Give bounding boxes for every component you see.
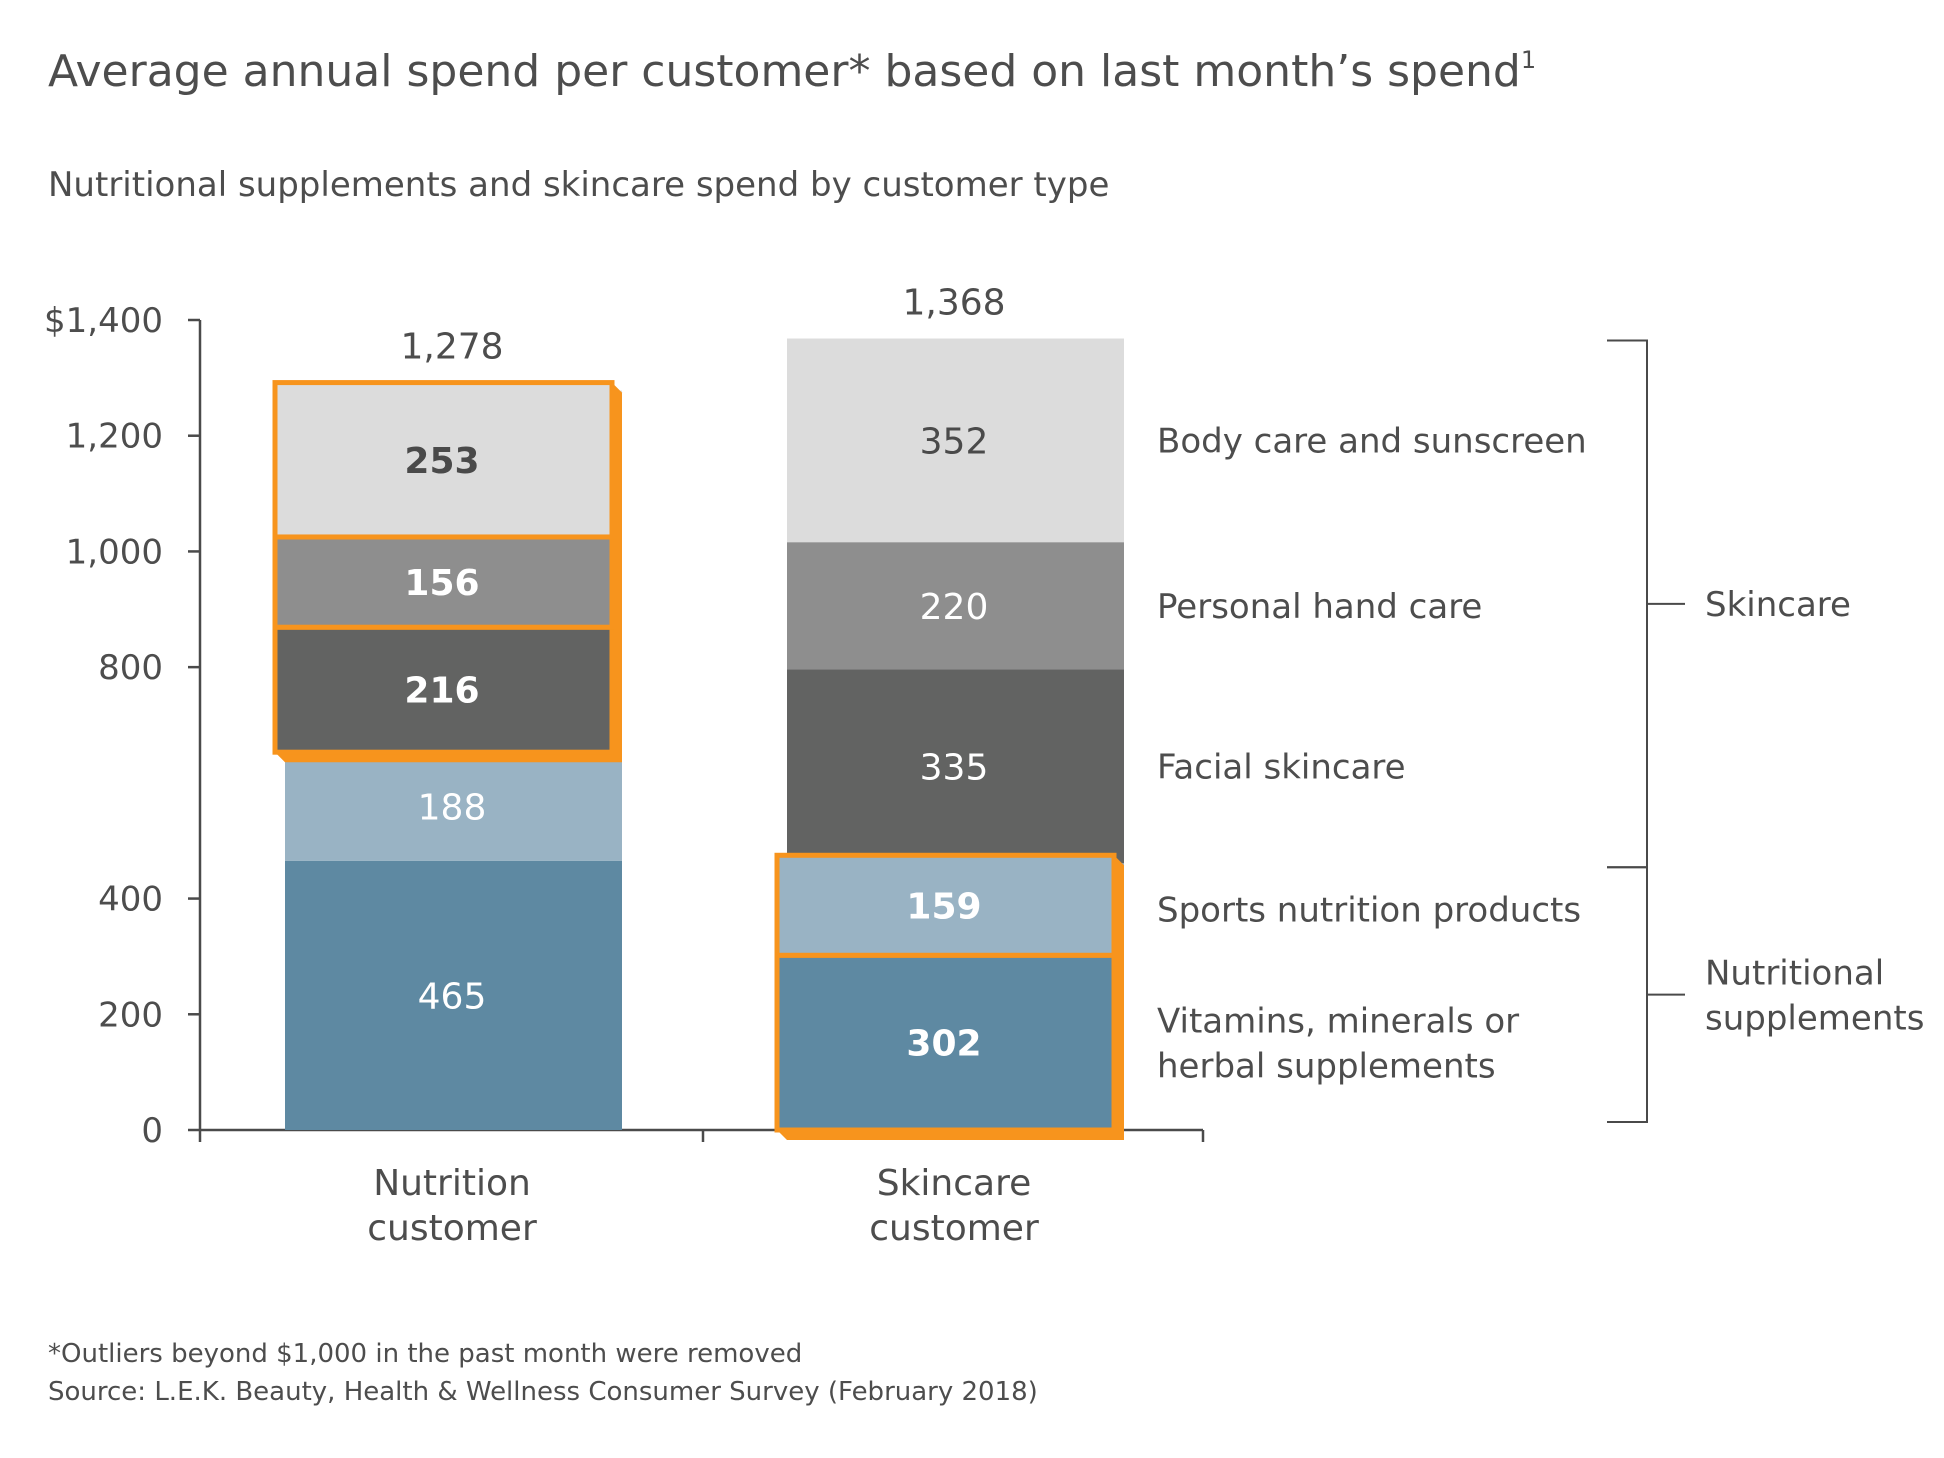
bar-value-label: 156: [404, 563, 479, 604]
bars: 465 188 216 156 253 1,278 302 159 335 220 352 1,368: [272, 283, 1124, 1140]
chart-title: Average annual spend per customer* based…: [48, 46, 1536, 97]
bar-value-label: 465: [418, 976, 487, 1017]
legend-series-label: Sports nutrition products: [1157, 890, 1581, 930]
bar-value-label: 352: [920, 421, 989, 462]
group-label: Nutritional supplements: [1705, 954, 1924, 1039]
y-tick-label: 800: [98, 648, 163, 688]
y-tick-label: 1,200: [66, 417, 163, 457]
highlighted-bar-segment: [272, 380, 615, 540]
group-label: Skincare: [1705, 585, 1851, 625]
legend-series-label: Personal hand care: [1157, 587, 1482, 627]
footnote-outliers: *Outliers beyond $1,000 in the past mont…: [48, 1339, 802, 1369]
bar-value-label: 216: [404, 671, 479, 712]
highlighted-bar-segment: [774, 852, 1117, 958]
y-tick-label: 1,000: [66, 532, 163, 572]
footnote-source: Source: L.E.K. Beauty, Health & Wellness…: [48, 1377, 1038, 1407]
bar-value-label: 335: [920, 747, 989, 788]
legend-series-label: Facial skincare: [1157, 747, 1406, 787]
bar-value-label: 253: [404, 441, 479, 482]
bar-segment: [285, 860, 622, 1130]
bar-value-label: 159: [906, 886, 981, 927]
x-category-label: Skincare customer: [869, 1163, 1039, 1249]
axes: 0 200 400 800 1,000 1,200 $1,400 Nutrition custo…: [44, 301, 1205, 1249]
group-bracket: [1607, 866, 1648, 1123]
group-bracket: [1607, 339, 1648, 869]
bar-value-label: 188: [418, 788, 487, 829]
x-category-label: Nutrition customer: [367, 1163, 537, 1249]
y-tick-label: 0: [141, 1111, 163, 1151]
chart-title-text: Average annual spend per customer* based…: [48, 46, 1521, 97]
y-tick-label: 400: [98, 880, 163, 920]
highlighted-bar-segment: [774, 952, 1117, 1133]
bar-segment: [787, 338, 1124, 543]
legend-series-label: Body care and sunscreen: [1157, 421, 1587, 461]
chart-title-superscript: 1: [1521, 46, 1536, 74]
bar-total-label: 1,278: [400, 327, 503, 368]
bar-value-label: 220: [920, 587, 989, 628]
legend-series-label: Vitamins, minerals or herbal supplements: [1157, 1002, 1519, 1087]
highlighted-bar-segment: [272, 624, 615, 755]
legend: Vitamins, minerals or herbal supplements S…: [1157, 339, 1924, 1123]
bar-segment: [787, 542, 1124, 670]
y-tick-label: $1,400: [44, 301, 163, 341]
bar-segment: [787, 669, 1124, 864]
chart-subtitle: Nutritional supplements and skincare spe…: [48, 165, 1109, 205]
bar-value-label: 302: [906, 1024, 981, 1065]
highlighted-bar-segment: [272, 534, 615, 630]
y-tick-label: 200: [98, 995, 163, 1035]
bar-total-label: 1,368: [902, 283, 1005, 324]
bar-segment: [285, 752, 622, 861]
